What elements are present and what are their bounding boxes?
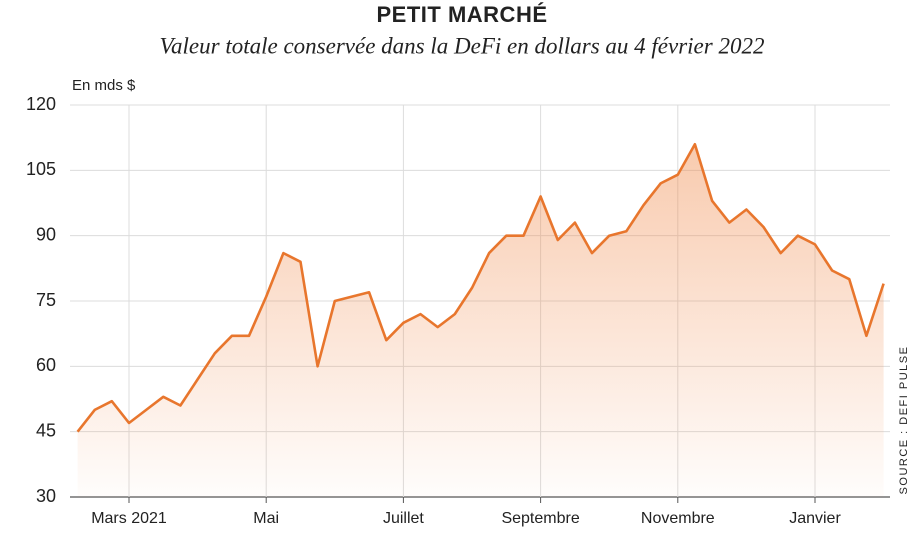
line — [76, 142, 885, 433]
y-tick-label: 30 — [36, 486, 56, 506]
y-tick-label: 60 — [36, 355, 56, 375]
y-tick-label: 45 — [36, 420, 56, 440]
source: SOURCE : DEFI PULSE — [898, 346, 910, 495]
x-tick-label: Juillet — [383, 510, 424, 527]
x-tick-label: Mai — [253, 510, 279, 527]
plot-area: 30 45 60 75 90 105 120 Mars 2021 Mai Juillet Septe… — [26, 94, 890, 527]
area — [77, 144, 884, 497]
x-tick-label: Novembre — [641, 510, 715, 527]
y-tick-label: 120 — [26, 94, 56, 114]
y-axis-unit: En mds $ — [72, 77, 136, 94]
x-tick-label: Janvier — [789, 510, 841, 527]
chart-subtitle: Valeur totale conservée dans la DeFi en … — [160, 33, 765, 58]
y-tick-label: 90 — [36, 224, 56, 244]
x-tick-label: Mars 2021 — [91, 510, 167, 527]
x-tick-label: Septembre — [501, 510, 579, 527]
chart-title: PETIT MARCHÉ — [377, 2, 548, 27]
y-tick-label: 75 — [36, 290, 56, 310]
y-tick-label: 105 — [26, 159, 56, 179]
